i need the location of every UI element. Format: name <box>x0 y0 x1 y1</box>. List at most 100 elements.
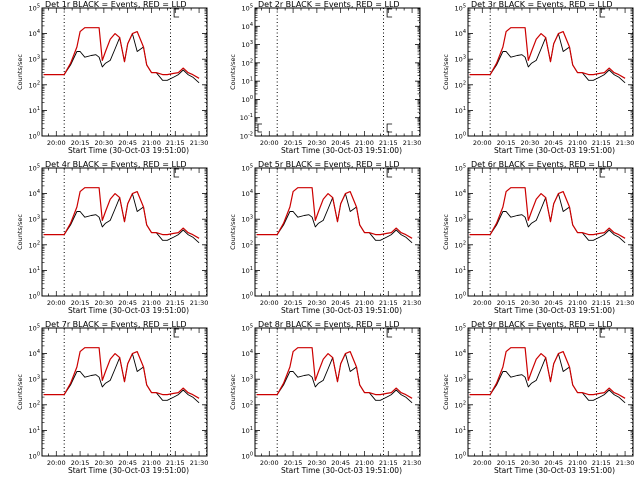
series-line-events <box>43 33 200 84</box>
y-tick-label: 100 <box>29 132 40 141</box>
x-tick-label: 21:15 <box>166 139 185 147</box>
y-tick-label: 102 <box>242 240 253 249</box>
y-axis-label: Counts/sec <box>16 374 24 410</box>
x-tick-label: 20:45 <box>331 299 350 307</box>
chart-panel-9: Det 9r BLACK = Events, RED = LLD 100 101 10… <box>442 320 634 475</box>
y-axis-label: Counts/sec <box>442 214 450 250</box>
y-tick-label: 105 <box>455 4 466 13</box>
y-tick-label: 101 <box>455 426 466 435</box>
y-tick-label: 104 <box>242 22 253 31</box>
series-line-lld <box>469 27 626 79</box>
y-axis-label: Counts/sec <box>442 374 450 410</box>
plot-frame <box>254 327 421 457</box>
series-line-lld <box>256 187 413 239</box>
bracket-marker <box>599 8 606 18</box>
y-tick-label: 101 <box>29 426 40 435</box>
x-tick-label: 20:15 <box>497 139 516 147</box>
x-tick-label: 20:45 <box>118 459 137 467</box>
bracket-marker <box>386 123 393 133</box>
y-tick-label: 104 <box>29 29 40 38</box>
y-tick-label: 100 <box>455 132 466 141</box>
chart-title: Det 8r BLACK = Events, RED = LLD <box>258 320 400 329</box>
series-line-lld <box>43 347 200 399</box>
chart-panel-1: Det 1r BLACK = Events, RED = LLD 100 101 10… <box>16 0 208 155</box>
x-tick-label: 21:30 <box>403 139 422 147</box>
chart-title: Det 5r BLACK = Events, RED = LLD <box>258 160 400 169</box>
chart-title: Det 9r BLACK = Events, RED = LLD <box>471 320 613 329</box>
chart-panel-8: Det 8r BLACK = Events, RED = LLD 100 101 10… <box>229 320 421 475</box>
series-line-lld <box>469 187 626 239</box>
x-tick-label: 21:15 <box>379 139 398 147</box>
y-tick-label: 101 <box>242 77 253 86</box>
x-tick-label: 21:00 <box>568 459 587 467</box>
y-tick-label: 104 <box>455 189 466 198</box>
chart-panel-5: Det 5r BLACK = Events, RED = LLD 100 101 10… <box>229 160 421 315</box>
y-tick-label: 105 <box>29 324 40 333</box>
x-tick-label: 21:15 <box>379 299 398 307</box>
series-line-lld <box>43 27 200 79</box>
x-tick-label: 21:15 <box>592 459 611 467</box>
x-tick-label: 20:45 <box>544 139 563 147</box>
x-tick-label: 21:00 <box>142 459 161 467</box>
y-axis-label: Counts/sec <box>442 54 450 90</box>
y-tick-label: 100 <box>29 452 40 461</box>
plot-frame <box>467 167 634 297</box>
chart-panel-4: Det 4r BLACK = Events, RED = LLD 100 101 10… <box>16 160 208 315</box>
y-tick-label: 10-2 <box>240 132 253 141</box>
y-tick-label: 102 <box>455 240 466 249</box>
x-tick-label: 20:30 <box>308 459 327 467</box>
x-tick-label: 21:00 <box>355 139 374 147</box>
x-axis-label: Start Time (30-Oct-03 19:51:00) <box>68 466 189 475</box>
bracket-marker <box>173 328 180 338</box>
y-tick-label: 104 <box>455 349 466 358</box>
plot-frame <box>254 7 421 137</box>
series-line-events <box>256 353 413 404</box>
y-tick-label: 104 <box>29 349 40 358</box>
y-axis-label: Counts/sec <box>16 214 24 250</box>
x-tick-label: 20:30 <box>521 299 540 307</box>
bracket-marker-left <box>257 123 262 133</box>
x-tick-label: 20:15 <box>497 459 516 467</box>
y-axis-label: Counts/sec <box>229 374 237 410</box>
y-tick-label: 103 <box>455 55 466 64</box>
y-tick-label: 100 <box>455 452 466 461</box>
x-tick-label: 20:45 <box>331 139 350 147</box>
y-tick-label: 102 <box>455 80 466 89</box>
x-tick-label: 20:30 <box>95 139 114 147</box>
x-tick-label: 21:00 <box>142 299 161 307</box>
y-tick-label: 105 <box>242 164 253 173</box>
x-tick-label: 21:15 <box>592 299 611 307</box>
y-tick-label: 102 <box>242 58 253 67</box>
x-tick-label: 20:00 <box>473 459 492 467</box>
x-tick-label: 21:00 <box>568 139 587 147</box>
y-tick-label: 104 <box>242 349 253 358</box>
x-tick-label: 21:15 <box>592 139 611 147</box>
y-tick-label: 104 <box>29 189 40 198</box>
x-axis-label: Start Time (30-Oct-03 19:51:00) <box>281 306 402 315</box>
x-tick-label: 20:30 <box>95 459 114 467</box>
y-tick-label: 101 <box>242 426 253 435</box>
chart-title: Det 1r BLACK = Events, RED = LLD <box>45 0 187 9</box>
y-tick-label: 101 <box>455 266 466 275</box>
x-axis-label: Start Time (30-Oct-03 19:51:00) <box>494 146 615 155</box>
y-tick-label: 104 <box>242 189 253 198</box>
y-tick-label: 101 <box>242 266 253 275</box>
bracket-marker <box>173 8 180 18</box>
y-axis-label: Counts/sec <box>16 54 24 90</box>
x-tick-label: 20:00 <box>473 299 492 307</box>
y-tick-label: 105 <box>242 324 253 333</box>
x-tick-label: 21:30 <box>616 299 635 307</box>
x-tick-label: 20:15 <box>71 459 90 467</box>
x-tick-label: 21:30 <box>403 459 422 467</box>
x-axis-label: Start Time (30-Oct-03 19:51:00) <box>281 146 402 155</box>
x-axis-label: Start Time (30-Oct-03 19:51:00) <box>494 306 615 315</box>
plot-frame <box>254 167 421 297</box>
y-tick-label: 100 <box>242 452 253 461</box>
x-axis-label: Start Time (30-Oct-03 19:51:00) <box>68 306 189 315</box>
x-tick-label: 21:15 <box>166 459 185 467</box>
x-tick-label: 21:30 <box>190 139 209 147</box>
x-tick-label: 20:00 <box>47 139 66 147</box>
bracket-marker <box>386 168 393 178</box>
y-tick-label: 101 <box>29 106 40 115</box>
chart-title: Det 2r BLACK = Events, RED = LLD <box>258 0 400 9</box>
